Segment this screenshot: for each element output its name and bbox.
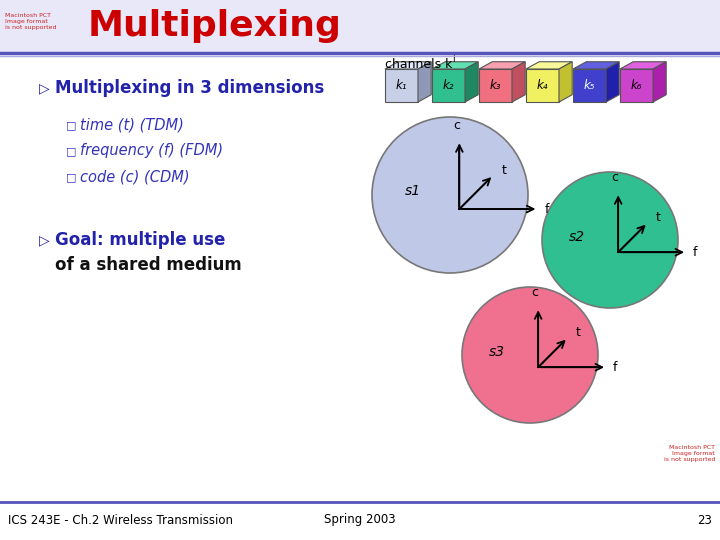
Polygon shape: [479, 69, 512, 102]
Text: t: t: [501, 164, 506, 177]
Text: of a shared medium: of a shared medium: [55, 256, 242, 274]
Polygon shape: [418, 62, 431, 102]
Text: t: t: [576, 326, 580, 339]
Bar: [0, 0, 720, 52]
Text: Macintosh PCT
Image format
is not supported: Macintosh PCT Image format is not suppor…: [664, 445, 715, 462]
Text: c: c: [453, 119, 460, 132]
Text: □: □: [66, 146, 76, 156]
Text: f: f: [693, 246, 698, 259]
Circle shape: [372, 117, 528, 273]
Text: 23: 23: [697, 514, 712, 526]
Text: f: f: [613, 361, 618, 374]
Text: c: c: [531, 286, 539, 299]
Text: Multiplexing: Multiplexing: [88, 9, 342, 43]
Circle shape: [542, 172, 678, 308]
Text: c: c: [612, 171, 618, 184]
Text: Spring 2003: Spring 2003: [324, 514, 396, 526]
Text: s1: s1: [405, 184, 420, 198]
Polygon shape: [620, 62, 666, 69]
Text: code (c) (CDM): code (c) (CDM): [80, 170, 189, 185]
Polygon shape: [385, 62, 431, 69]
Polygon shape: [432, 62, 478, 69]
Polygon shape: [385, 69, 418, 102]
Text: k₃: k₃: [490, 79, 501, 92]
Polygon shape: [606, 62, 619, 102]
Polygon shape: [512, 62, 525, 102]
Text: time (t) (TDM): time (t) (TDM): [80, 118, 184, 132]
Text: k₁: k₁: [396, 79, 408, 92]
Polygon shape: [620, 69, 653, 102]
Polygon shape: [573, 69, 606, 102]
Text: s2: s2: [570, 230, 585, 244]
Text: Goal: multiple use: Goal: multiple use: [55, 231, 225, 249]
Text: Multiplexing in 3 dimensions: Multiplexing in 3 dimensions: [55, 79, 324, 97]
Text: k₄: k₄: [536, 79, 548, 92]
Polygon shape: [526, 69, 559, 102]
Text: k₂: k₂: [443, 79, 454, 92]
Polygon shape: [479, 62, 525, 69]
Text: k₆: k₆: [631, 79, 642, 92]
Text: □: □: [66, 120, 76, 130]
Text: i: i: [452, 56, 454, 64]
Polygon shape: [526, 62, 572, 69]
Text: □: □: [66, 172, 76, 182]
Text: f: f: [544, 202, 549, 215]
Circle shape: [462, 287, 598, 423]
Polygon shape: [559, 62, 572, 102]
Text: channels k: channels k: [385, 57, 452, 71]
Text: k₅: k₅: [584, 79, 595, 92]
Text: Macintosh PCT
Image format
is not supported: Macintosh PCT Image format is not suppor…: [5, 13, 56, 30]
Text: ICS 243E - Ch.2 Wireless Transmission: ICS 243E - Ch.2 Wireless Transmission: [8, 514, 233, 526]
Text: ▷: ▷: [39, 81, 50, 95]
Polygon shape: [573, 62, 619, 69]
Text: ▷: ▷: [39, 233, 50, 247]
Polygon shape: [432, 69, 465, 102]
Polygon shape: [653, 62, 666, 102]
Text: t: t: [656, 211, 661, 224]
Text: s3: s3: [490, 345, 505, 359]
Polygon shape: [465, 62, 478, 102]
Text: frequency (f) (FDM): frequency (f) (FDM): [80, 144, 223, 159]
